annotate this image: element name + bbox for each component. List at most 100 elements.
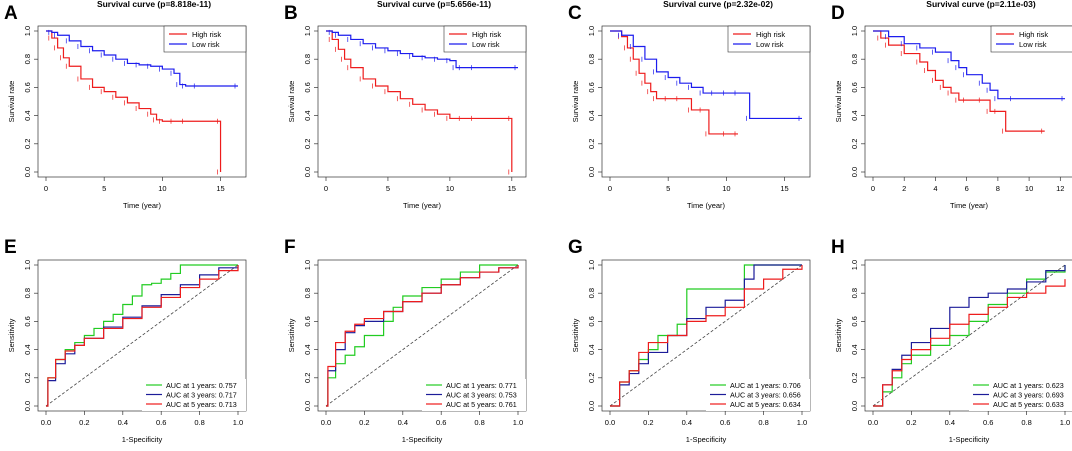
x-tick-label: 8 xyxy=(996,184,1000,193)
series-line-auc-at-5-years xyxy=(873,279,1066,407)
y-axis-label: Survival rate xyxy=(287,81,296,123)
x-tick-label: 12 xyxy=(1056,184,1064,193)
x-tick-label: 0.6 xyxy=(983,418,993,427)
y-tick-label: 1.0 xyxy=(587,260,596,270)
x-tick-label: 5 xyxy=(386,184,390,193)
plot-frame xyxy=(864,25,1072,178)
plot-frame xyxy=(601,25,811,178)
legend-box xyxy=(443,25,527,53)
x-tick-label: 1.0 xyxy=(797,418,807,427)
legend-label: AUC at 1 years: 0.623 xyxy=(993,381,1064,390)
legend-label: AUC at 3 years: 0.717 xyxy=(166,391,237,400)
y-tick-label: 0.6 xyxy=(850,316,859,326)
y-tick-label: 1.0 xyxy=(23,26,32,36)
y-axis-label: Sensitivity xyxy=(287,318,296,352)
y-tick-label: 0.2 xyxy=(303,373,312,383)
panel-a: A Survival curve (p=8.818e-11) 0 5 10 15 0.0 0.… xyxy=(4,0,247,210)
y-tick-label: 0.4 xyxy=(587,344,596,354)
y-tick-label: 0.6 xyxy=(587,316,596,326)
panel-e: E 0.0 0.2 0.4 0.6 0.8 1.0 0.0 0.2 0.4 0.6 0.8 1.0 1-S… xyxy=(4,237,247,444)
x-tick-label: 0.4 xyxy=(398,418,408,427)
panel-letter: C xyxy=(568,3,582,24)
x-axis-label: Time (year) xyxy=(687,201,726,210)
panel-g: G 0.0 0.2 0.4 0.6 0.8 1.0 0.0 0.2 0.4 0.6 0.8 1.0 1-S… xyxy=(568,237,811,444)
legend-label: Low risk xyxy=(756,40,784,49)
x-tick-label: 0.0 xyxy=(868,418,878,427)
x-tick-label: 0.4 xyxy=(682,418,692,427)
x-tick-label: 0.8 xyxy=(194,418,204,427)
x-tick-label: 10 xyxy=(1025,184,1033,193)
x-tick-label: 15 xyxy=(216,184,224,193)
y-tick-label: 1.0 xyxy=(850,26,859,36)
y-tick-label: 0.0 xyxy=(23,167,32,177)
plot-frame xyxy=(317,25,527,178)
series-line-high-risk xyxy=(46,30,222,172)
legend-label: AUC at 5 years: 0.633 xyxy=(993,400,1064,409)
legend-label: Low risk xyxy=(472,40,500,49)
y-tick-label: 0.8 xyxy=(587,54,596,64)
y-tick-label: 0.4 xyxy=(303,110,312,120)
y-tick-label: 0.0 xyxy=(850,167,859,177)
y-tick-label: 0.0 xyxy=(303,167,312,177)
y-axis-label: Survival rate xyxy=(7,81,16,123)
legend-label: AUC at 5 years: 0.761 xyxy=(446,400,517,409)
y-tick-label: 0.6 xyxy=(23,316,32,326)
y-tick-label: 0.0 xyxy=(587,167,596,177)
y-tick-label: 0.8 xyxy=(587,288,596,298)
y-tick-label: 0.4 xyxy=(23,344,32,354)
x-tick-label: 0.6 xyxy=(720,418,730,427)
x-tick-label: 0 xyxy=(871,184,875,193)
panel-letter: A xyxy=(4,3,18,24)
y-axis-label: Sensitivity xyxy=(571,318,580,352)
x-tick-label: 4 xyxy=(933,184,937,193)
x-tick-label: 0 xyxy=(608,184,612,193)
y-tick-label: 0.8 xyxy=(303,54,312,64)
y-tick-label: 0.4 xyxy=(850,110,859,120)
x-tick-label: 0.6 xyxy=(156,418,166,427)
series-line-low-risk xyxy=(326,30,518,69)
y-axis-label: Sensitivity xyxy=(834,318,843,352)
chart-title: Survival curve (p=8.818e-11) xyxy=(97,0,211,9)
y-tick-label: 0.0 xyxy=(23,401,32,411)
y-tick-label: 1.0 xyxy=(303,260,312,270)
legend-label: AUC at 3 years: 0.656 xyxy=(730,391,801,400)
y-tick-label: 0.2 xyxy=(23,373,32,383)
panel-h: H 0.0 0.2 0.4 0.6 0.8 1.0 0.0 0.2 0.4 0.6 0.8 1.0 1-S… xyxy=(831,237,1072,444)
x-tick-label: 0.4 xyxy=(945,418,955,427)
legend-label: AUC at 5 years: 0.713 xyxy=(166,400,237,409)
y-tick-label: 0.8 xyxy=(23,54,32,64)
series-line-auc-at-1-years xyxy=(326,264,518,407)
chart-title: Survival curve (p=5.656e-11) xyxy=(377,0,491,9)
legend-label: High risk xyxy=(192,30,221,39)
series-line-auc-at-3-years xyxy=(873,265,1066,407)
series-line-low-risk xyxy=(873,30,1065,100)
x-tick-label: 10 xyxy=(158,184,166,193)
y-tick-label: 0.8 xyxy=(850,288,859,298)
x-tick-label: 0.8 xyxy=(1021,418,1031,427)
y-tick-label: 1.0 xyxy=(850,260,859,270)
y-tick-label: 0.4 xyxy=(587,110,596,120)
panel-letter: B xyxy=(284,3,298,24)
x-tick-label: 10 xyxy=(722,184,730,193)
panel-letter: G xyxy=(568,237,583,258)
panel-letter: E xyxy=(4,237,17,258)
y-tick-label: 0.6 xyxy=(23,82,32,92)
x-tick-label: 6 xyxy=(965,184,969,193)
x-tick-label: 0.8 xyxy=(474,418,484,427)
y-tick-label: 0.2 xyxy=(303,139,312,149)
x-tick-label: 1.0 xyxy=(513,418,523,427)
x-tick-label: 0.2 xyxy=(79,418,89,427)
y-axis-label: Survival rate xyxy=(834,81,843,123)
y-tick-label: 0.8 xyxy=(850,54,859,64)
y-tick-label: 0.6 xyxy=(303,316,312,326)
panel-letter: H xyxy=(831,237,845,258)
x-axis-label: Time (year) xyxy=(950,201,989,210)
series-line-auc-at-5-years xyxy=(326,265,519,407)
chart-title: Survival curve (p=2.11e-03) xyxy=(926,0,1036,9)
y-tick-label: 0.6 xyxy=(587,82,596,92)
x-tick-label: 0 xyxy=(44,184,48,193)
y-tick-label: 0.2 xyxy=(587,139,596,149)
x-axis-label: 1-Specificity xyxy=(949,435,990,444)
x-tick-label: 5 xyxy=(666,184,670,193)
